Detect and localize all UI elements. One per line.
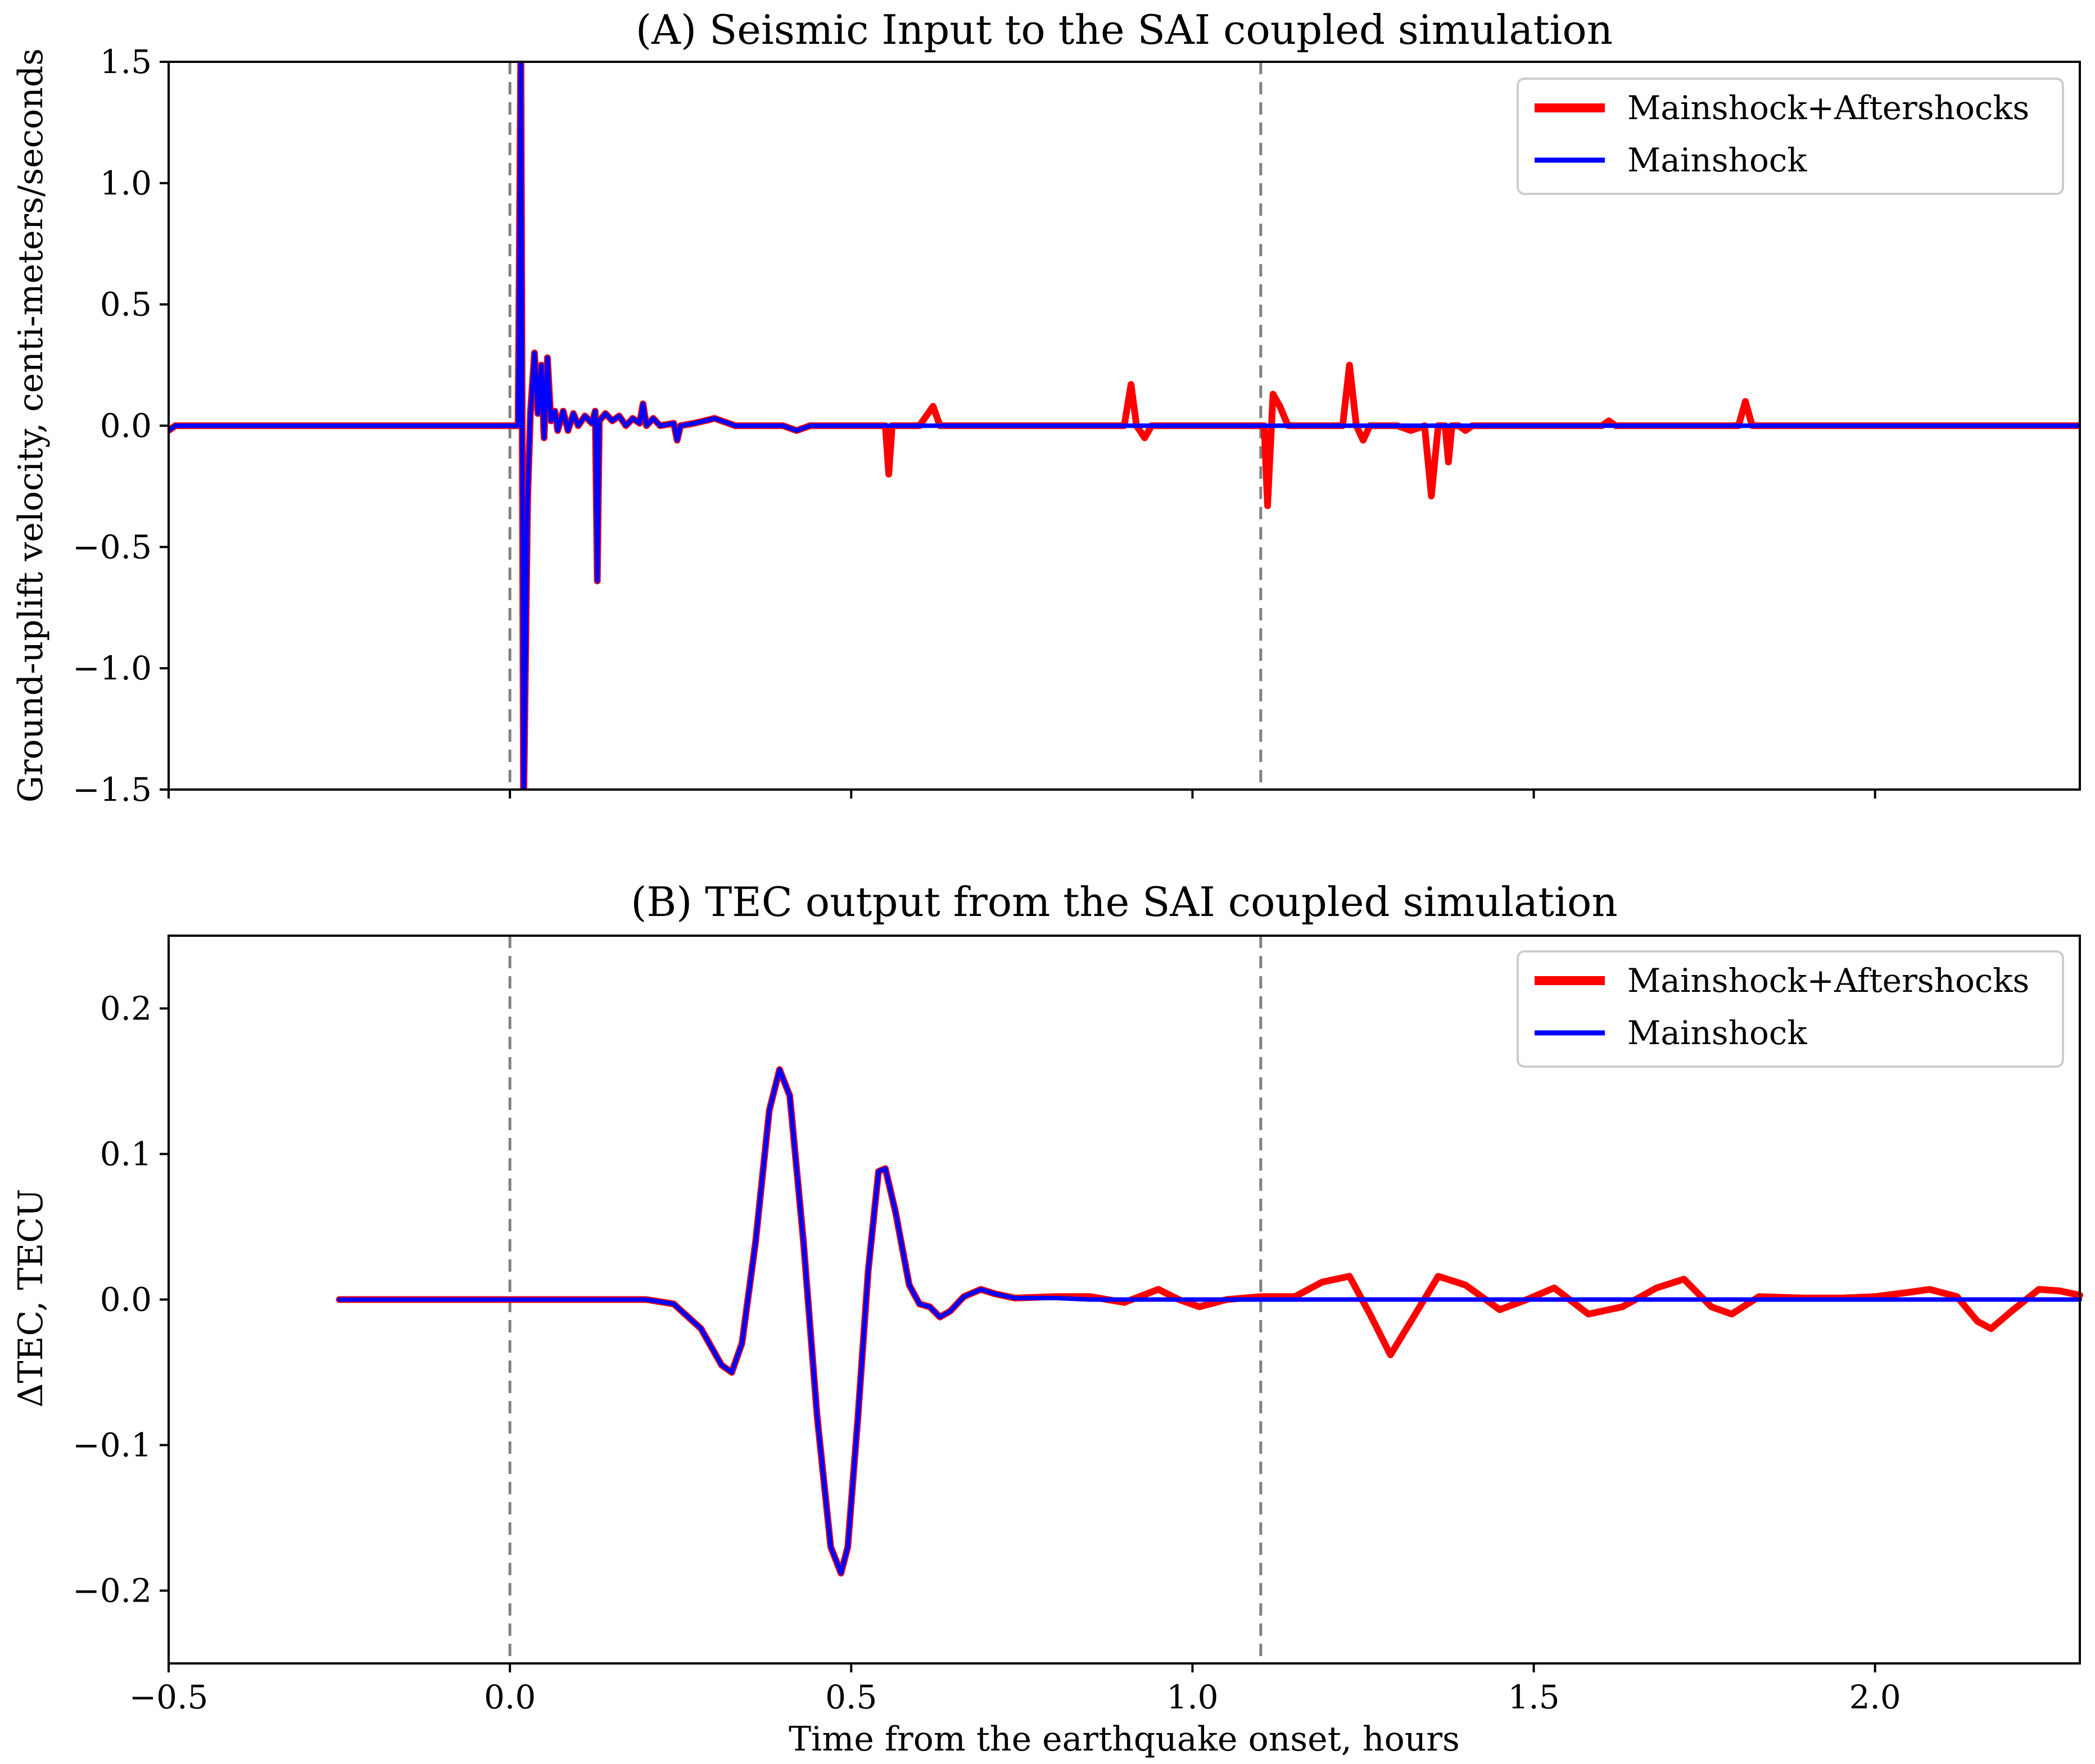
panel-b-ytick-label: 0.1	[100, 1135, 152, 1173]
panel-b-legend-label-aftershocks: Mainshock+Aftershocks	[1627, 962, 2029, 1000]
panel-a-legend-label-aftershocks: Mainshock+Aftershocks	[1627, 89, 2029, 127]
panel-a-ytick-label: 1.5	[100, 43, 152, 81]
panel-a-legend-label-mainshock: Mainshock	[1627, 141, 1807, 179]
panel-a-ytick-label: 1.0	[100, 164, 152, 202]
panel-a-legend: Mainshock+Aftershocks Mainshock	[1517, 78, 2064, 195]
panel-b-xtick-label: 1.5	[1508, 1678, 1559, 1716]
panel-a-ytick-label: −0.5	[73, 528, 152, 566]
panel-b-xtick-label: −0.5	[129, 1678, 209, 1716]
panel-b-xlabel: Time from the earthquake onset, hours	[789, 1720, 1460, 1759]
panel-b-legend: Mainshock+Aftershocks Mainshock	[1517, 950, 2064, 1068]
panel-b-series-line-1	[337, 1067, 2082, 1576]
panel-b-ytick-label: 0.0	[100, 1281, 152, 1319]
panel-b-ytick-label: −0.2	[73, 1572, 152, 1610]
panel-a-ytick-label: −1.5	[73, 770, 152, 809]
panel-a-ylabel: Ground-uplift velocity, centi-meters/sec…	[11, 48, 51, 802]
panel-b-title: (B) TEC output from the SAI coupled simu…	[631, 878, 1618, 926]
panel-a-series-line-1	[169, 62, 2080, 790]
panel-a-ytick-label: 0.0	[100, 407, 152, 445]
panel-b-ytick-label: 0.2	[100, 990, 152, 1028]
panel-a-ticks: −1.5 −1.0 −0.5 0.0 0.5 1.0 1.5	[73, 43, 1876, 809]
panel-a-title: (A) Seismic Input to the SAI coupled sim…	[636, 6, 1613, 53]
panel-b-xtick-label: 2.0	[1849, 1678, 1901, 1716]
panel-b-xtick-label: 1.0	[1166, 1678, 1218, 1716]
panel-b-xtick-label: 0.0	[484, 1678, 536, 1716]
panel-b-series	[336, 1066, 2083, 1577]
panel-b-ylabel: ΔTEC, TECU	[11, 1189, 51, 1407]
panel-b-legend-box	[1517, 950, 2064, 1068]
panel-b: (B) TEC output from the SAI coupled simu…	[11, 878, 2083, 1759]
panel-b-ytick-label: −0.1	[73, 1426, 152, 1464]
panel-a-series	[169, 62, 2080, 790]
panel-b-xtick-label: 0.5	[825, 1678, 877, 1716]
panel-a-ytick-label: 0.5	[100, 285, 152, 324]
panel-a-frame	[168, 61, 2081, 791]
panel-b-ticks: −0.5 0.0 0.5 1.0 1.5 2.0 −0.2 −0.1 0.0 0.1 0.2	[73, 990, 1901, 1717]
panel-b-series-line-0	[336, 1066, 2083, 1577]
panel-a-ytick-label: −1.0	[73, 649, 152, 687]
panel-b-legend-label-mainshock: Mainshock	[1627, 1014, 1807, 1052]
panel-a: (A) Seismic Input to the SAI coupled sim…	[11, 6, 2081, 809]
panel-b-frame	[168, 935, 2081, 1665]
panel-a-legend-box	[1517, 78, 2064, 195]
